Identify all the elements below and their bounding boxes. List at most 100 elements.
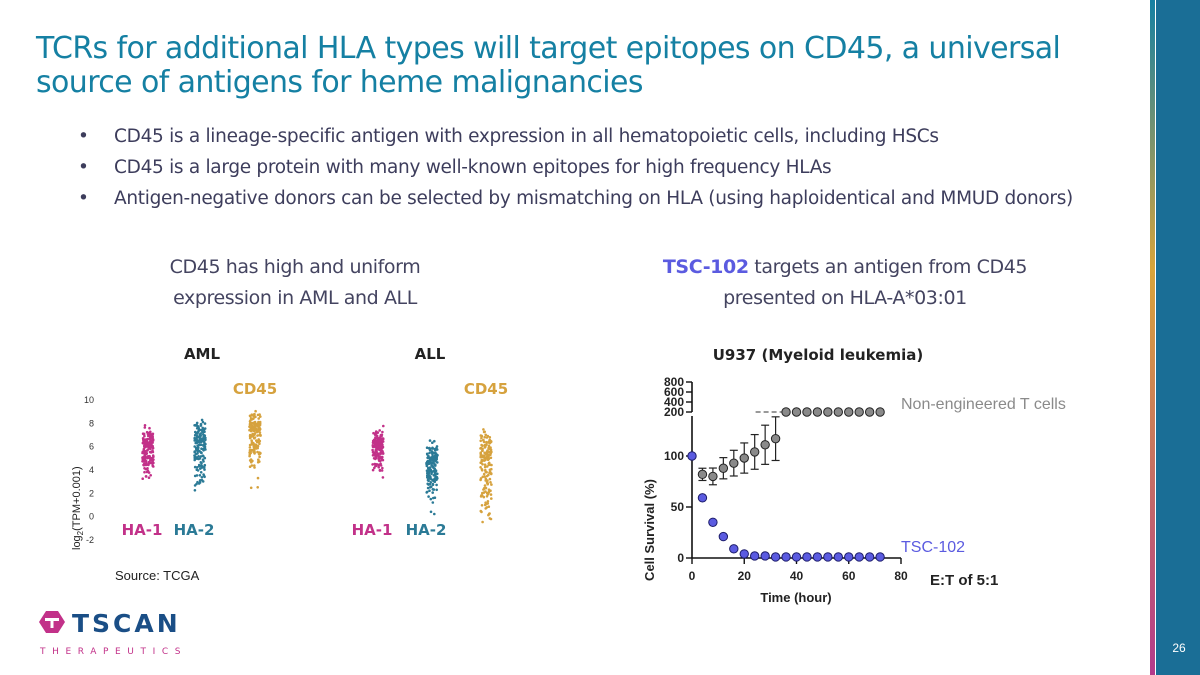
strip-point [432, 462, 436, 466]
strip-point [142, 432, 146, 436]
strip-point [428, 456, 432, 459]
strip-point [258, 428, 261, 432]
strip-point [431, 441, 434, 444]
strip-point [426, 474, 429, 477]
y-tick-label: 8 [89, 418, 94, 428]
strip-point [141, 477, 144, 480]
bullet-item: • Antigen-negative donors can be selected… [78, 188, 1073, 209]
strip-point [254, 409, 257, 413]
strip-point [489, 489, 492, 492]
y-tick-label: 100 [664, 449, 684, 463]
strip-point [256, 450, 259, 454]
bullet-item: • CD45 is a lineage-specific antigen with… [78, 126, 939, 147]
strip-point [151, 433, 154, 436]
y-tick-label: 6 [89, 442, 94, 452]
strip-point [435, 458, 439, 461]
group-label-cd45: CD45 [233, 380, 277, 398]
strip-point [249, 451, 252, 455]
strip-point [193, 454, 196, 457]
strip-point [197, 450, 200, 453]
strip-point [489, 450, 492, 454]
y-tick-label: 400 [664, 395, 684, 409]
non-engineered-point [844, 407, 854, 417]
strip-point [483, 475, 487, 478]
left-subtitle: CD45 has high and uniform expression in … [169, 256, 421, 309]
strip-point [371, 468, 375, 472]
strip-points [141, 409, 493, 524]
y-tick-label: 200 [664, 405, 684, 419]
strip-point [202, 473, 205, 476]
strip-point [144, 475, 148, 478]
tsc-102-point [760, 551, 770, 561]
strip-point [255, 430, 258, 434]
strip-point [256, 446, 259, 450]
tsc-102-point [854, 552, 864, 562]
strip-point [380, 458, 384, 461]
bullet-icon: • [78, 188, 89, 209]
strip-point [252, 437, 256, 440]
strip-point [201, 458, 205, 461]
strip-point [197, 426, 200, 430]
strip-point [253, 464, 256, 467]
strip-point [141, 451, 144, 455]
strip-point [196, 452, 199, 455]
strip-point [480, 494, 483, 497]
strip-point [381, 446, 384, 450]
strip-point [195, 436, 199, 439]
strip-point [144, 459, 148, 463]
strip-point [486, 493, 490, 496]
strip-point [484, 444, 488, 447]
strip-point [253, 452, 256, 455]
y-tick-label: 0 [89, 512, 94, 522]
strip-aml-ha-1 [141, 424, 155, 480]
strip-point [481, 463, 484, 466]
source-note: Source: TCGA [115, 568, 200, 583]
tsc-102-point [844, 552, 854, 562]
strip-point [433, 467, 437, 470]
strip-point [143, 426, 147, 429]
strip-point [199, 422, 203, 426]
strip-point [146, 469, 150, 472]
strip-point [489, 493, 493, 496]
line-series [687, 407, 885, 562]
strip-point [372, 431, 375, 435]
strip-point [382, 424, 385, 428]
strip-point [381, 437, 384, 441]
logo-text: TSCAN [72, 610, 181, 638]
strip-point [479, 446, 483, 450]
strip-point [488, 468, 492, 472]
tsc-102-point [864, 552, 875, 562]
strip-point [381, 452, 385, 455]
panel-title-aml: AML [184, 345, 221, 363]
bullet-list: • CD45 is a lineage-specific antigen with… [78, 126, 1073, 219]
survival-line-chart: U937 (Myeloid leukemia) 0 20 40 60 800501002… [642, 346, 1066, 605]
strip-point [433, 477, 436, 481]
strip-point [258, 442, 261, 446]
strip-point [489, 456, 493, 460]
strip-point [480, 468, 484, 471]
group-label-ha-2: HA-2 [406, 521, 447, 539]
tsc-102-point [750, 551, 760, 561]
strip-point [151, 450, 155, 454]
strip-point [146, 432, 150, 436]
strip-point [143, 467, 146, 470]
strip-point [483, 446, 487, 449]
strip-point [256, 440, 260, 443]
strip-point [433, 512, 436, 516]
strip-point [436, 477, 439, 480]
strip-point [428, 459, 432, 462]
strip-point [143, 470, 146, 474]
strip-point [482, 472, 486, 476]
strip-point [202, 444, 205, 447]
strip-point [376, 445, 379, 448]
strip-point [249, 427, 252, 431]
strip-point [488, 477, 492, 481]
strip-point [201, 420, 205, 424]
right-side-bar [1156, 0, 1200, 675]
non-engineered-point [875, 407, 885, 417]
strip-point [151, 459, 154, 463]
strip-aml-cd45 [248, 409, 262, 490]
strip-point [480, 510, 483, 514]
strip-point [143, 445, 146, 448]
